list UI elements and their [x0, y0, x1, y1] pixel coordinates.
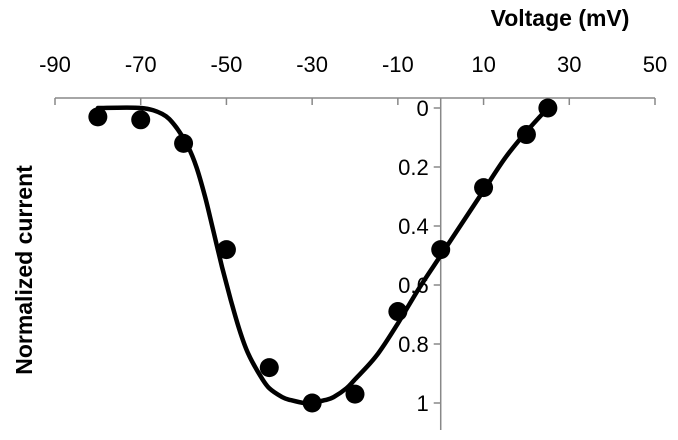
y-tick-label: 1 [416, 391, 428, 416]
y-axis-title: Normalized current [11, 165, 37, 375]
x-tick-label: -30 [296, 52, 328, 77]
y-tick-label: 0 [416, 96, 428, 121]
fit-curve-group [95, 105, 551, 406]
x-tick-label: -70 [125, 52, 157, 77]
x-tick-label: -90 [39, 52, 71, 77]
x-tick-label: 10 [471, 52, 495, 77]
data-point [345, 384, 365, 404]
data-point [216, 240, 236, 260]
y-tick-label: 0.4 [398, 214, 429, 239]
data-point [131, 110, 151, 130]
y-tick-labels: 00.20.40.60.81 [398, 96, 429, 416]
data-point [302, 393, 322, 413]
data-point [388, 302, 408, 322]
x-tick-labels: -90 -70 -50 -30 -10 10 30 50 [39, 52, 667, 77]
data-points [88, 98, 558, 413]
y-tick-label: 0.8 [398, 332, 429, 357]
x-tick-label: 30 [557, 52, 581, 77]
x-tick-label: 50 [643, 52, 667, 77]
x-tick-label: -50 [211, 52, 243, 77]
data-point [259, 358, 279, 378]
data-point [174, 133, 194, 153]
x-axis-title: Voltage (mV) [491, 5, 630, 31]
data-point [538, 98, 558, 118]
data-point [88, 107, 108, 127]
data-point [474, 178, 494, 198]
fit-curve [95, 105, 551, 406]
data-point [431, 240, 451, 260]
y-tick-label: 0.2 [398, 155, 429, 180]
axes [54, 97, 656, 430]
data-point [516, 125, 536, 145]
x-tick-label: -10 [382, 52, 414, 77]
